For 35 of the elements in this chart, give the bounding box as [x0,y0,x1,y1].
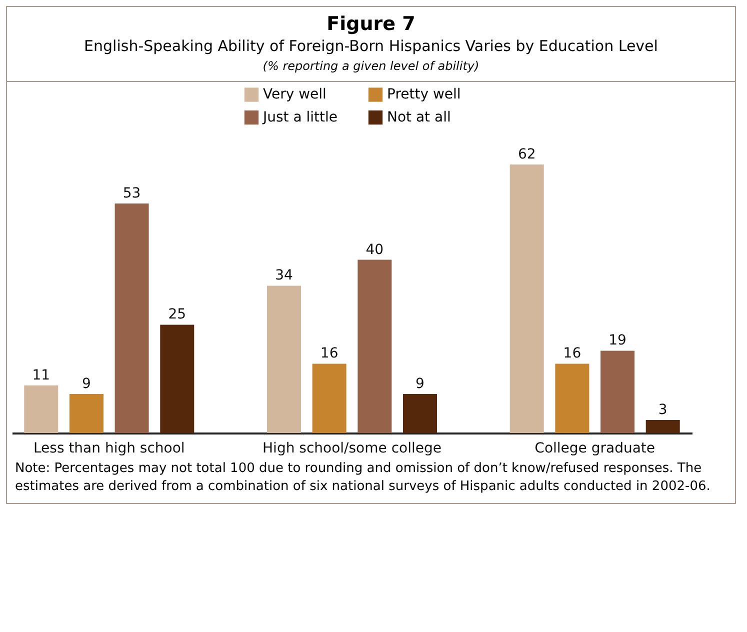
chart-subtitle: English-Speaking Ability of Foreign-Born Hispanics Varies by Education Level [83,37,659,55]
bar [160,324,194,433]
data-label: 34 [275,268,293,284]
data-label: 62 [518,146,536,162]
data-label: 19 [608,332,626,349]
legend-label: Very well [263,86,326,103]
data-label: 9 [416,376,424,392]
x-tick-label: High school/some college [262,440,442,456]
data-label: 11 [32,367,50,384]
legend-label: Just a little [262,110,338,126]
bar [267,286,301,433]
bar [24,385,58,433]
bar [358,260,392,433]
data-label: 16 [320,346,338,362]
bar [555,364,590,433]
bar [510,164,544,433]
bar [114,203,149,433]
legend-label: Pretty well [387,86,461,103]
data-label: 16 [563,346,582,362]
bar [312,364,346,433]
x-tick-label: College graduate [534,440,656,456]
bar [69,394,104,433]
text: (% reporting a given level of ability) [262,59,480,73]
data-label: 40 [366,242,384,258]
data-label: 3 [658,402,668,418]
text: Note: Percentages may not total 100 due to rounding and omission of don’t know/refused responses. The estimates are derived from a combination of six national surveys of Hispanic adults conducted in 2002-06. [15,460,712,496]
data-label: 25 [168,306,186,323]
chart-title: Figure 7 [326,13,416,35]
x-tick-label: Less than high school [33,440,185,456]
legend-label: Not at all [387,110,451,126]
bar [600,350,635,433]
data-label: 53 [122,185,141,202]
bar [646,420,680,433]
bar [403,394,437,433]
data-label: 9 [82,376,91,392]
